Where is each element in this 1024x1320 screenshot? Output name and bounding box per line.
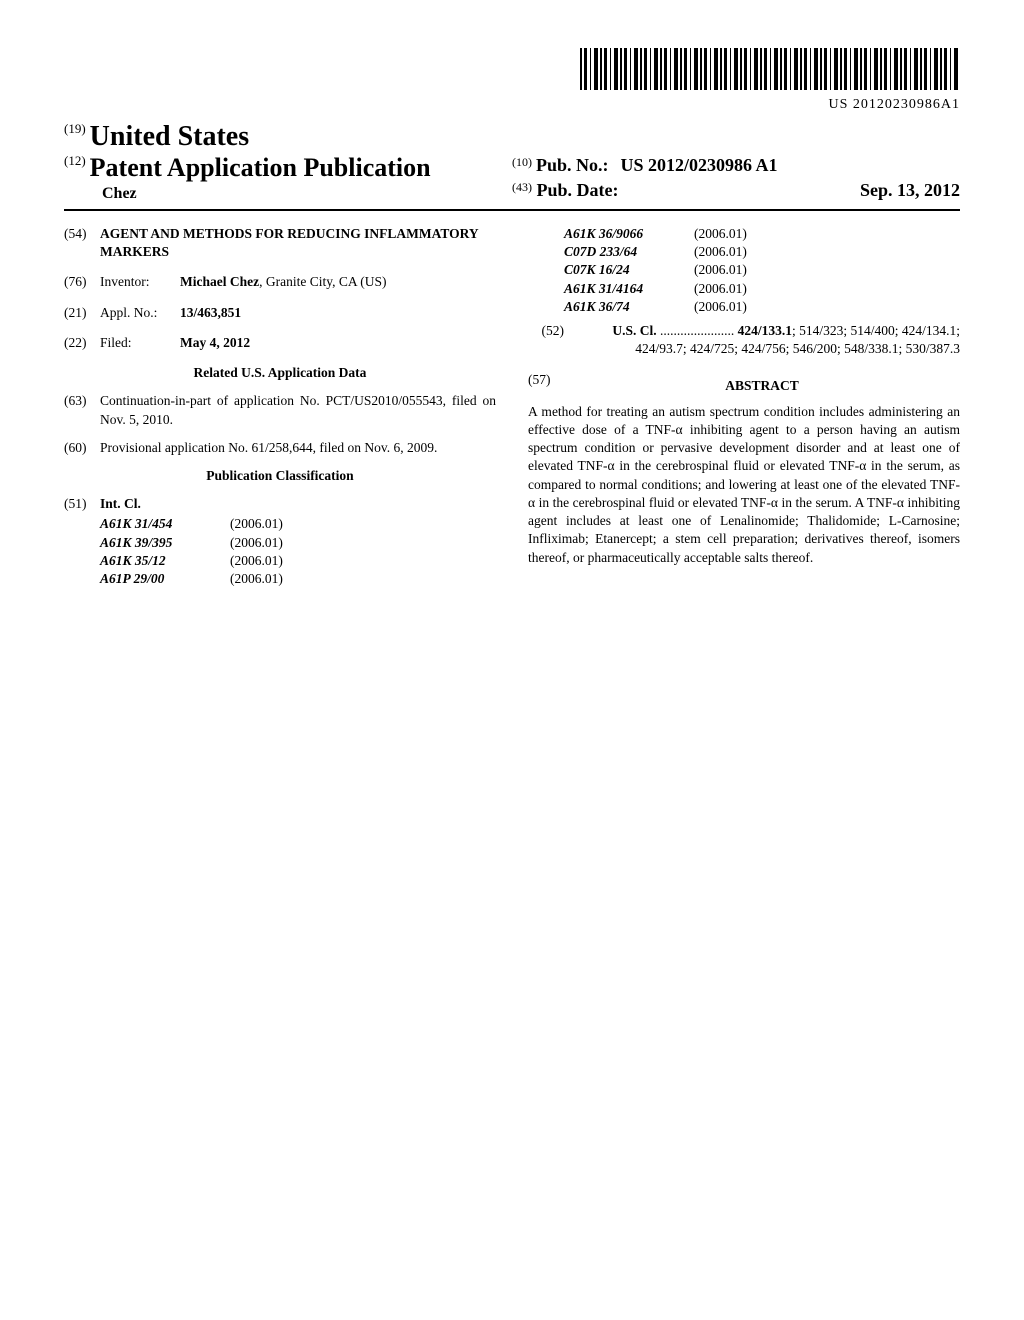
field-52: (52) U.S. Cl. ...................... 424… [528, 322, 960, 358]
intcl-code: A61K 36/9066 [564, 225, 694, 243]
header-right: (10) Pub. No.: US 2012/0230986 A1 (43) P… [512, 121, 960, 201]
intcl-row: A61K 31/454 (2006.01) [100, 515, 496, 533]
pre-19: (19) [64, 121, 86, 136]
f52-body: U.S. Cl. ...................... 424/133.… [564, 322, 960, 358]
f54-num: (54) [64, 225, 100, 261]
f60-num: (60) [64, 439, 100, 457]
intcl-year: (2006.01) [694, 225, 794, 243]
intcl-year: (2006.01) [694, 298, 794, 316]
intcl-year: (2006.01) [694, 261, 794, 279]
intcl-code: C07D 233/64 [564, 243, 694, 261]
header-left: (19) United States (12) Patent Applicati… [64, 121, 512, 203]
intcl-year: (2006.01) [694, 280, 794, 298]
pre-43: (43) [512, 180, 532, 194]
f57-num: (57) [528, 371, 564, 403]
f76-num: (76) [64, 273, 100, 291]
intcl-row: C07D 233/64 (2006.01) [564, 243, 960, 261]
f52-num: (52) [528, 322, 564, 358]
pubno-line: (10) Pub. No.: US 2012/0230986 A1 [512, 155, 960, 176]
intcl-year: (2006.01) [230, 534, 330, 552]
pubno: US 2012/0230986 A1 [613, 155, 778, 175]
country: United States [90, 121, 249, 152]
field-57: (57) ABSTRACT [528, 371, 960, 403]
pubdate: Sep. 13, 2012 [860, 180, 960, 201]
f22-num: (22) [64, 334, 100, 352]
intcl-left-table: A61K 31/454 (2006.01) A61K 39/395 (2006.… [64, 515, 496, 588]
country-line: (19) United States [64, 121, 512, 153]
intcl-row: A61K 39/395 (2006.01) [100, 534, 496, 552]
f51-label: Int. Cl. [100, 495, 141, 513]
intcl-code: A61K 35/12 [100, 552, 230, 570]
applicant: Chez [64, 185, 512, 203]
f21-num: (21) [64, 304, 100, 322]
field-22: (22) Filed: May 4, 2012 [64, 334, 496, 352]
pre-10: (10) [512, 155, 532, 169]
field-63: (63) Continuation-in-part of application… [64, 392, 496, 428]
intcl-code: A61K 31/454 [100, 515, 230, 533]
f54-title: AGENT AND METHODS FOR REDUCING INFLAMMAT… [100, 225, 496, 261]
intcl-row: A61K 35/12 (2006.01) [100, 552, 496, 570]
inventor-loc: , Granite City, CA (US) [259, 274, 386, 289]
intcl-year: (2006.01) [230, 552, 330, 570]
intcl-year: (2006.01) [230, 515, 330, 533]
f52-dots: ...................... [657, 323, 735, 338]
pub-type: Patent Application Publication [90, 153, 431, 182]
abstract-label: ABSTRACT [564, 377, 960, 395]
intcl-code: A61P 29/00 [100, 570, 230, 588]
field-51: (51) Int. Cl. [64, 495, 496, 513]
pre-12: (12) [64, 153, 86, 168]
intcl-code: A61K 36/74 [564, 298, 694, 316]
f52-primary: 424/133.1 [738, 323, 792, 338]
f60-value: Provisional application No. 61/258,644, … [100, 439, 496, 457]
right-column: A61K 36/9066 (2006.01) C07D 233/64 (2006… [528, 225, 960, 588]
intcl-year: (2006.01) [230, 570, 330, 588]
pubdate-line: (43) Pub. Date: Sep. 13, 2012 [512, 180, 960, 201]
intcl-row: A61K 36/9066 (2006.01) [564, 225, 960, 243]
intcl-right-table: A61K 36/9066 (2006.01) C07D 233/64 (2006… [528, 225, 960, 316]
f63-value: Continuation-in-part of application No. … [100, 392, 496, 428]
f52-label: U.S. Cl. [612, 323, 656, 338]
field-76: (76) Inventor: Michael Chez, Granite Cit… [64, 273, 496, 291]
f63-num: (63) [64, 392, 100, 428]
left-column: (54) AGENT AND METHODS FOR REDUCING INFL… [64, 225, 496, 588]
intcl-row: A61K 36/74 (2006.01) [564, 298, 960, 316]
barcode-block: US 20120230986A1 [64, 48, 960, 113]
abstract-body: A method for treating an autism spectrum… [528, 403, 960, 567]
inventor-name: Michael Chez [180, 274, 259, 289]
body-columns: (54) AGENT AND METHODS FOR REDUCING INFL… [64, 225, 960, 588]
f21-label: Appl. No.: [100, 304, 180, 322]
intcl-row: A61P 29/00 (2006.01) [100, 570, 496, 588]
pub-type-line: (12) Patent Application Publication [64, 153, 512, 183]
intcl-year: (2006.01) [694, 243, 794, 261]
intcl-row: A61K 31/4164 (2006.01) [564, 280, 960, 298]
f76-label: Inventor: [100, 273, 180, 291]
intcl-code: C07K 16/24 [564, 261, 694, 279]
intcl-row: C07K 16/24 (2006.01) [564, 261, 960, 279]
intcl-code: A61K 39/395 [100, 534, 230, 552]
f21-value: 13/463,851 [180, 304, 241, 322]
f76-value: Michael Chez, Granite City, CA (US) [180, 273, 496, 291]
related-title: Related U.S. Application Data [64, 364, 496, 382]
field-21: (21) Appl. No.: 13/463,851 [64, 304, 496, 322]
f22-value: May 4, 2012 [180, 334, 250, 352]
f22-label: Filed: [100, 334, 180, 352]
field-60: (60) Provisional application No. 61/258,… [64, 439, 496, 457]
barcode-text: US 20120230986A1 [64, 97, 960, 113]
header-divider [64, 209, 960, 211]
f51-num: (51) [64, 495, 100, 513]
pubclass-title: Publication Classification [64, 467, 496, 485]
pubno-label: Pub. No.: [536, 155, 609, 175]
barcode-graphic [580, 48, 960, 90]
field-54: (54) AGENT AND METHODS FOR REDUCING INFL… [64, 225, 496, 261]
intcl-code: A61K 31/4164 [564, 280, 694, 298]
pubdate-label: Pub. Date: [537, 180, 619, 200]
header-row: (19) United States (12) Patent Applicati… [64, 121, 960, 203]
